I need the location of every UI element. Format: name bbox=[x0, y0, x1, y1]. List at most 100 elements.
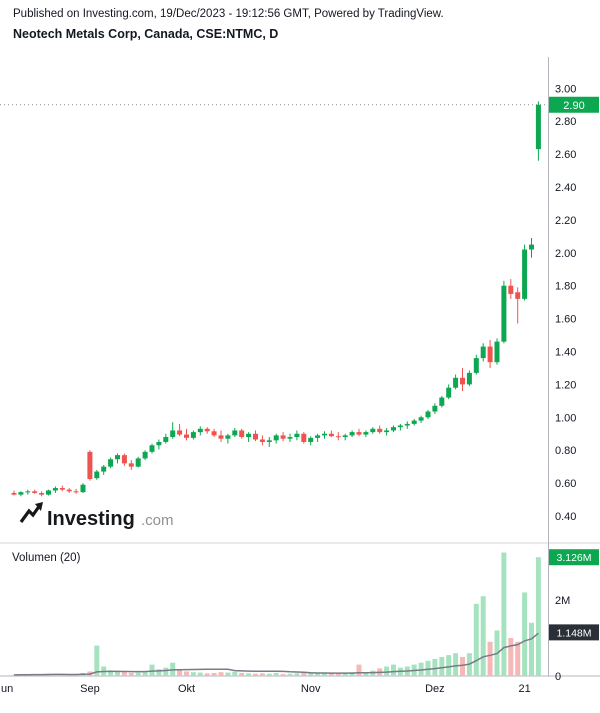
volume-bar bbox=[384, 666, 390, 676]
candle-body bbox=[121, 455, 127, 464]
candle-body bbox=[446, 387, 452, 398]
volume-bar bbox=[163, 667, 169, 676]
price-tick-label: 0.60 bbox=[555, 478, 576, 490]
chart-canvas[interactable]: Investing .com 3.00 2.80 2.60 2.40 2.20 2.00 1… bbox=[0, 55, 600, 708]
volume-bar bbox=[349, 672, 355, 676]
published-line: Published on Investing.com, 19/Dec/2023 … bbox=[13, 8, 444, 20]
volume-bar bbox=[239, 672, 245, 676]
price-tick-label: 1.40 bbox=[555, 347, 576, 359]
volume-bar bbox=[308, 672, 314, 676]
candle-body bbox=[301, 433, 307, 442]
candle-body bbox=[87, 451, 93, 479]
time-tick-label: Dez bbox=[425, 683, 445, 695]
investing-logo-arrow-icon bbox=[19, 504, 42, 523]
volume-bar bbox=[460, 657, 465, 676]
candle-body bbox=[46, 490, 51, 495]
volume-ma-badge-text: 1.148M bbox=[556, 627, 591, 639]
candle-body bbox=[156, 441, 162, 446]
candle-body bbox=[94, 471, 100, 479]
volume-bar bbox=[522, 592, 528, 676]
watermark-suffix: .com bbox=[141, 512, 174, 529]
candle-body bbox=[170, 430, 176, 438]
volume-bar bbox=[266, 673, 272, 676]
candle-body bbox=[494, 341, 500, 363]
chart-header: Published on Investing.com, 19/Dec/2023 … bbox=[0, 0, 600, 55]
volume-bar bbox=[246, 673, 252, 676]
volume-bar bbox=[301, 672, 307, 676]
candle-body bbox=[177, 430, 183, 435]
price-tick-label: 1.20 bbox=[555, 379, 576, 391]
volume-bar bbox=[108, 670, 114, 676]
volume-bar bbox=[508, 638, 514, 676]
candle-body bbox=[11, 492, 17, 495]
candle-body bbox=[384, 430, 390, 433]
candle-body bbox=[190, 432, 196, 438]
candle-body bbox=[66, 489, 72, 492]
candle-body bbox=[308, 437, 314, 442]
volume-bar bbox=[273, 672, 279, 676]
candle-body bbox=[335, 436, 341, 438]
candle-body bbox=[363, 432, 369, 435]
watermark-text: Investing bbox=[47, 508, 135, 530]
candle-body bbox=[101, 466, 107, 472]
price-tick-label: 3.00 bbox=[555, 83, 576, 95]
candle-body bbox=[273, 435, 279, 441]
candle-body bbox=[425, 411, 431, 418]
candle-body bbox=[239, 430, 245, 438]
candle-body bbox=[246, 433, 252, 438]
volume-bar bbox=[391, 664, 396, 676]
candle-body bbox=[315, 435, 321, 438]
price-tick-label: 2.40 bbox=[555, 182, 576, 194]
time-tick-label: Sep bbox=[80, 683, 100, 695]
volume-bar bbox=[66, 674, 72, 676]
candle-body bbox=[322, 433, 327, 436]
volume-ma-line bbox=[13, 632, 539, 676]
candle-body bbox=[535, 104, 541, 150]
candle-body bbox=[397, 425, 403, 428]
volume-bar bbox=[432, 658, 438, 676]
volume-bar bbox=[425, 660, 431, 676]
volume-ma-badge bbox=[549, 624, 599, 641]
candle-body bbox=[432, 405, 438, 412]
candle-body bbox=[52, 488, 58, 491]
volume-bar bbox=[342, 672, 348, 676]
last-price-badge-text: 2.90 bbox=[563, 100, 584, 112]
volume-bar bbox=[218, 672, 224, 676]
candle-body bbox=[466, 372, 472, 385]
volume-bar bbox=[335, 673, 341, 676]
candle-body bbox=[508, 285, 514, 294]
price-tick-label: 2.60 bbox=[555, 149, 576, 161]
investing-watermark: Investing .com bbox=[19, 502, 174, 530]
candle-body bbox=[25, 491, 31, 493]
candle-body bbox=[218, 435, 224, 439]
time-tick-label: un bbox=[1, 683, 13, 695]
candle-body bbox=[294, 433, 300, 438]
candle-body bbox=[473, 358, 479, 373]
candle-body bbox=[204, 428, 210, 432]
volume-bar bbox=[204, 673, 210, 676]
volume-bar bbox=[280, 674, 286, 676]
volume-bar bbox=[287, 673, 293, 676]
price-tick-label: 0.40 bbox=[555, 511, 576, 523]
candle-body bbox=[115, 455, 120, 460]
volume-bar bbox=[39, 674, 45, 676]
candle-body bbox=[342, 435, 348, 438]
candle-body bbox=[515, 292, 521, 299]
volume-bar bbox=[259, 673, 265, 676]
candle-body bbox=[266, 440, 272, 442]
volume-bar bbox=[59, 674, 65, 676]
candle-body bbox=[480, 346, 486, 359]
candle-body bbox=[142, 451, 148, 459]
candle-body bbox=[128, 463, 134, 467]
candle-body bbox=[225, 435, 231, 439]
volume-bar bbox=[363, 672, 369, 676]
price-tick-label: 1.00 bbox=[555, 412, 576, 424]
candle-body bbox=[259, 439, 265, 442]
candle-body bbox=[18, 492, 24, 495]
candle-body bbox=[163, 437, 169, 442]
volume-bar bbox=[156, 669, 162, 676]
candle-body bbox=[32, 491, 38, 493]
volume-bar bbox=[453, 653, 459, 676]
candle-body bbox=[39, 492, 45, 495]
